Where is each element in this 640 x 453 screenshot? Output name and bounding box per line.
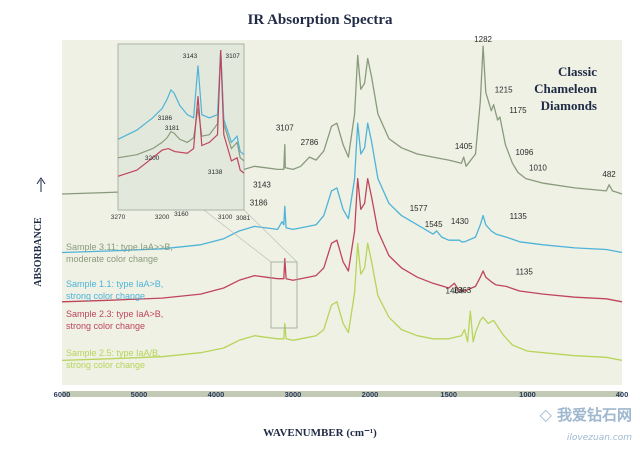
peak-label: 1096 [515, 148, 533, 157]
inset-series-line [117, 49, 245, 177]
note-line: Classic [558, 64, 597, 79]
x-tick-label: 3000 [285, 390, 302, 399]
peak-label: 1215 [495, 86, 513, 95]
series-label: Sample 1.1: type IaA>B, [66, 279, 163, 289]
peak-label: 1577 [410, 204, 428, 213]
series-label: moderate color change [66, 254, 158, 264]
series-line [61, 242, 623, 362]
series-label: Sample 2.3: type IaA>B, [66, 309, 163, 319]
inset-peak-label: 3138 [208, 169, 223, 176]
peak-label: 1010 [529, 164, 547, 173]
series-line [61, 177, 623, 303]
inset-plot: 3270 3200 3100 3143 3107 3186 3181 3200 3138 3160… [111, 43, 251, 222]
note-line: Diamonds [541, 98, 597, 113]
zoom-connector-line [203, 209, 272, 263]
zoom-connector-line [243, 209, 298, 263]
series-labels: Sample 3.11: type IaA>>B, moderate color … [66, 242, 173, 370]
x-tick-label: 5000 [131, 390, 148, 399]
watermark: ◇ 我爱钻石网 ilovezuan.com [540, 404, 632, 444]
y-axis-arrow-icon [36, 177, 46, 192]
peak-annotations: 1282 1215 1175 1096 1010 482 1405 3107 2786 3143 3… [250, 35, 617, 295]
diamond-logo-icon: ◇ [539, 405, 552, 424]
series-label: Sample 3.11: type IaA>>B, [66, 242, 173, 252]
peak-label: 1135 [516, 267, 534, 276]
peak-label: 1175 [509, 106, 527, 115]
watermark-text-en: ilovezuan.com [566, 433, 632, 443]
inset-x-tick-label: 3200 [155, 214, 170, 221]
inset-peak-label: 3081 [236, 215, 251, 222]
peak-label: 3107 [276, 124, 294, 133]
inset-peak-label: 3200 [145, 155, 160, 162]
peak-label: 1363 [453, 286, 471, 295]
spectra-series [61, 45, 623, 362]
y-axis-label: ABSORBANCE [33, 217, 44, 287]
x-tick-label: 1000 [519, 390, 536, 399]
inset-x-tick-label: 3270 [111, 214, 126, 221]
peak-label: 1464 [446, 286, 464, 295]
x-tick-label: 1500 [440, 390, 457, 399]
series-line [61, 122, 623, 254]
series-label: strong color change [66, 360, 145, 370]
peak-label: 482 [602, 170, 616, 179]
series-line [61, 45, 623, 195]
x-tick-label: 400 [616, 390, 629, 399]
peak-label: 1430 [451, 217, 469, 226]
inset-peak-label: 3181 [165, 125, 180, 132]
peak-label: 2786 [301, 138, 319, 147]
chart-note: Classic Chameleon Diamonds [534, 64, 598, 113]
chart-title: IR Absorption Spectra [247, 12, 393, 28]
inset-peak-label: 3143 [183, 53, 198, 60]
peak-label: 3143 [253, 181, 271, 190]
series-label: strong color change [66, 291, 145, 301]
inset-series-line [117, 49, 245, 156]
peak-label: 3186 [250, 199, 268, 208]
inset-peak-label: 3107 [225, 53, 240, 60]
y-axis-label-group: ABSORBANCE [33, 177, 46, 287]
series-label: strong color change [66, 321, 145, 331]
series-label: Sample 2.5: type IaA/B, [66, 348, 161, 358]
inset-x-tick-label: 3100 [218, 214, 233, 221]
inset-peak-label: 3186 [158, 115, 173, 122]
peak-label: 1282 [474, 35, 492, 44]
peak-label: 1545 [425, 220, 443, 229]
zoom-region-box [270, 261, 298, 329]
x-tick-label: 6000 [54, 390, 71, 399]
x-tick-label: 4000 [208, 390, 225, 399]
x-tick-label: 2000 [362, 390, 379, 399]
watermark-text-cn: 我爱钻石网 [556, 406, 632, 424]
x-axis: 6000 5000 4000 3000 2000 1500 1000 400 [54, 390, 629, 399]
x-axis-label: WAVENUMBER (cm⁻¹) [263, 427, 377, 439]
inset-peak-label: 3160 [174, 211, 189, 218]
note-line: Chameleon [534, 81, 598, 96]
peak-label: 1405 [455, 142, 473, 151]
peak-label: 1135 [510, 212, 528, 221]
